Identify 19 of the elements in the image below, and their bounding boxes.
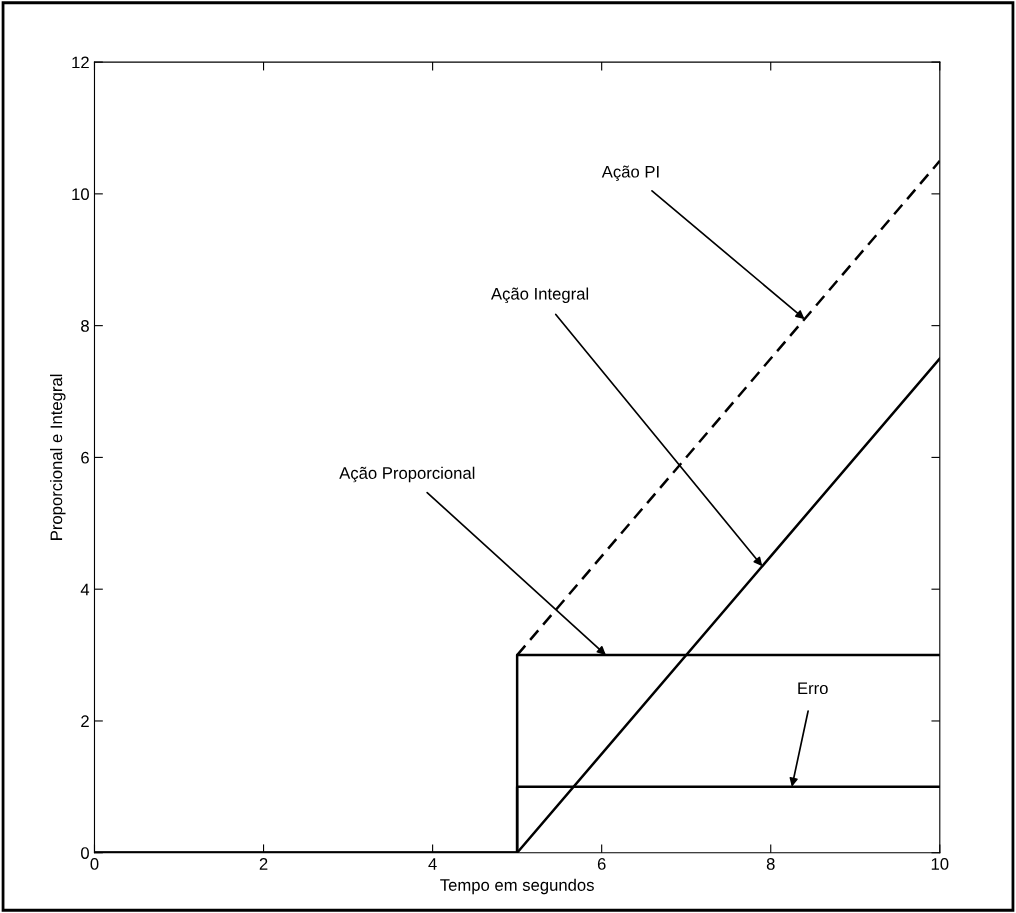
annotation: Ação Integral [490, 287, 589, 304]
y-tick-label: 12 [72, 56, 89, 69]
annotation: Erro [798, 682, 828, 695]
y-tick-label: 0 [81, 847, 89, 859]
annotation: Ação Proporcional [339, 466, 475, 483]
x-tick-label: 2 [259, 858, 268, 870]
x-tick-label: 4 [428, 858, 437, 870]
x-axis-title: Tempo em segundos [440, 878, 594, 895]
y-tick-label: 10 [72, 188, 89, 201]
x-tick-label: 6 [597, 858, 606, 870]
y-axis-title: Proporcional e Integral [50, 374, 66, 540]
x-tick-label: 10 [931, 858, 949, 870]
y-tick-label: 4 [80, 583, 90, 596]
x-tick-label: 8 [766, 858, 775, 870]
annotation: Ação PI [601, 165, 659, 181]
y-tick-label: 6 [81, 451, 89, 464]
y-tick-label: 2 [81, 715, 89, 727]
y-tick-label: 8 [81, 320, 89, 332]
x-tick-label: 0 [90, 858, 99, 870]
